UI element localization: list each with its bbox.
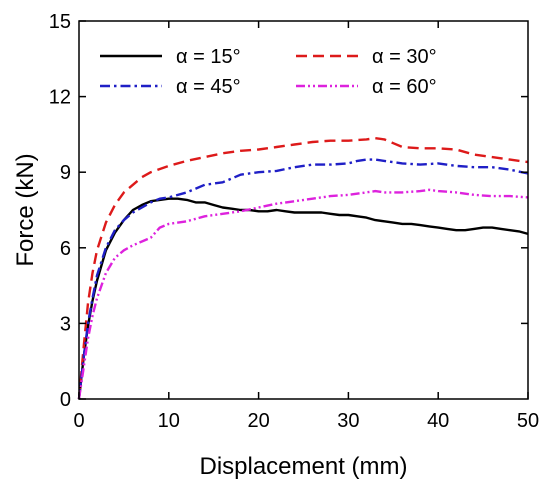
legend-label-4: α = 60°	[372, 76, 437, 98]
x-tick-label: 20	[247, 410, 269, 432]
x-tick-label: 30	[337, 410, 359, 432]
legend: α = 15° α = 30° α = 45° α = 60°	[100, 46, 437, 98]
series-layer	[77, 136, 529, 400]
legend-label-1: α = 15°	[176, 46, 241, 68]
y-tick-label: 9	[60, 162, 71, 184]
series-line-1	[77, 197, 529, 400]
legend-label-3: α = 45°	[176, 76, 241, 98]
x-axis-title: Displacement (mm)	[199, 453, 407, 480]
y-tick-label: 3	[60, 313, 71, 335]
legend-label-2: α = 30°	[372, 46, 437, 68]
y-tick-label: 0	[60, 389, 71, 411]
y-tick-label: 15	[49, 11, 71, 33]
y-tick-label: 12	[49, 87, 71, 109]
plot-frame	[78, 20, 529, 400]
x-tick-label: 0	[73, 410, 84, 432]
y-tick-label: 6	[60, 238, 71, 260]
series-line-4	[77, 188, 529, 400]
x-tick-label: 10	[158, 410, 180, 432]
series-line-3	[77, 158, 529, 400]
series-line-2	[77, 136, 529, 400]
x-tick-label: 50	[517, 410, 539, 432]
tick-layer: 0 10 20 30 40 50 0 3 6 9 12 15	[49, 11, 539, 432]
y-axis-title: Force (kN)	[12, 153, 39, 266]
x-tick-label: 40	[427, 410, 449, 432]
